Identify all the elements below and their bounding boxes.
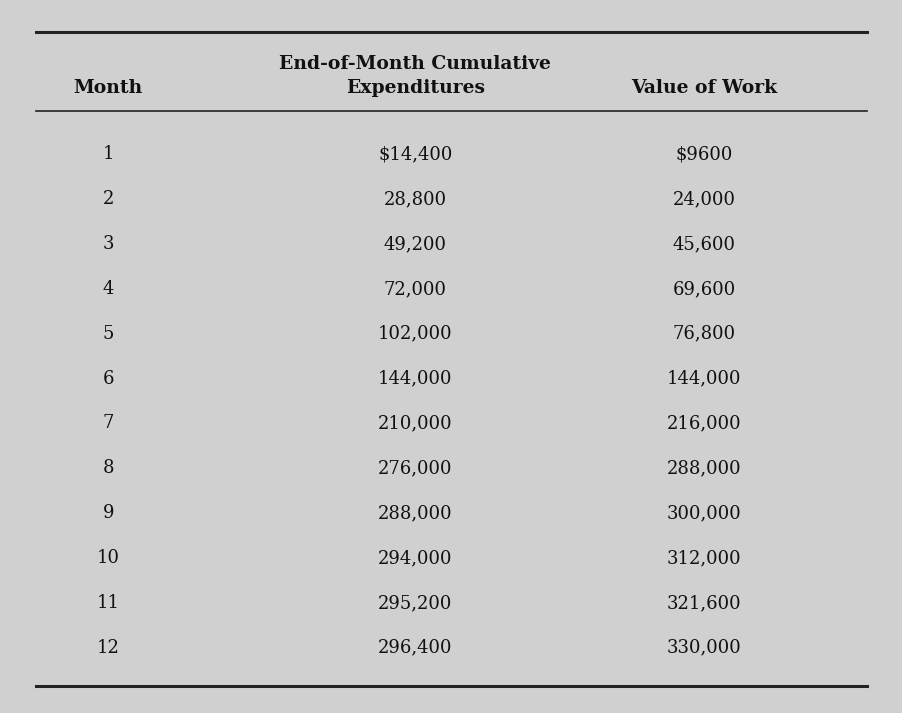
Text: Expenditures: Expenditures (345, 78, 484, 97)
Text: 294,000: 294,000 (378, 549, 452, 567)
Text: Month: Month (74, 78, 143, 97)
Text: 28,800: 28,800 (383, 190, 446, 208)
Text: 312,000: 312,000 (667, 549, 741, 567)
Text: 5: 5 (103, 325, 114, 343)
Text: 144,000: 144,000 (667, 369, 741, 388)
Text: 2: 2 (103, 190, 114, 208)
Text: 288,000: 288,000 (378, 504, 452, 522)
Text: 295,200: 295,200 (378, 594, 452, 612)
Text: 9: 9 (103, 504, 114, 522)
Text: 330,000: 330,000 (667, 639, 741, 657)
Text: 49,200: 49,200 (383, 235, 446, 253)
Text: 72,000: 72,000 (383, 280, 446, 298)
Text: Value of Work: Value of Work (630, 78, 777, 97)
Text: End-of-Month Cumulative: End-of-Month Cumulative (279, 55, 551, 73)
Text: 144,000: 144,000 (378, 369, 452, 388)
Text: 8: 8 (103, 459, 114, 477)
Text: 45,600: 45,600 (672, 235, 735, 253)
Text: 4: 4 (103, 280, 114, 298)
Text: $9600: $9600 (675, 145, 732, 163)
Text: 276,000: 276,000 (378, 459, 452, 477)
Text: 6: 6 (103, 369, 114, 388)
Text: 24,000: 24,000 (672, 190, 735, 208)
Text: 288,000: 288,000 (667, 459, 741, 477)
Text: 216,000: 216,000 (667, 414, 741, 433)
Text: 69,600: 69,600 (672, 280, 735, 298)
Text: 210,000: 210,000 (378, 414, 452, 433)
Text: 300,000: 300,000 (667, 504, 741, 522)
Text: 10: 10 (97, 549, 120, 567)
Text: 321,600: 321,600 (667, 594, 741, 612)
Text: 1: 1 (103, 145, 114, 163)
Text: 12: 12 (97, 639, 120, 657)
Text: $14,400: $14,400 (378, 145, 452, 163)
Text: 296,400: 296,400 (378, 639, 452, 657)
Text: 102,000: 102,000 (378, 325, 452, 343)
Text: 7: 7 (103, 414, 114, 433)
Text: 3: 3 (103, 235, 114, 253)
Text: 11: 11 (97, 594, 120, 612)
Text: 76,800: 76,800 (672, 325, 735, 343)
